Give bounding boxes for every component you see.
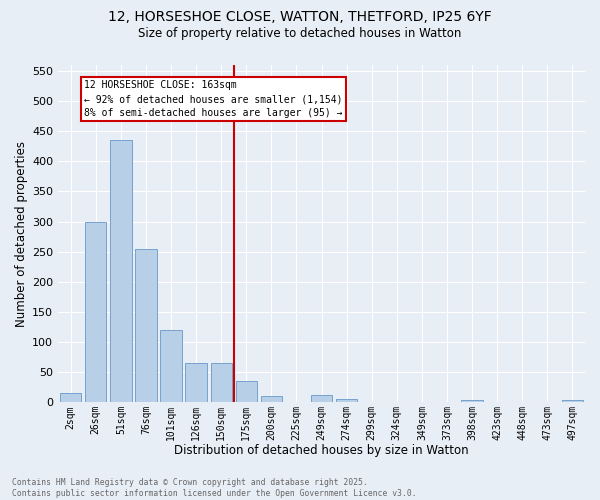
Bar: [311, 395, 332, 402]
Bar: [60, 394, 82, 402]
Bar: [336, 400, 358, 402]
X-axis label: Distribution of detached houses by size in Watton: Distribution of detached houses by size …: [174, 444, 469, 458]
Bar: [110, 140, 131, 402]
Bar: [160, 330, 182, 402]
Y-axis label: Number of detached properties: Number of detached properties: [15, 140, 28, 326]
Text: Size of property relative to detached houses in Watton: Size of property relative to detached ho…: [139, 28, 461, 40]
Bar: [211, 363, 232, 403]
Text: 12, HORSESHOE CLOSE, WATTON, THETFORD, IP25 6YF: 12, HORSESHOE CLOSE, WATTON, THETFORD, I…: [108, 10, 492, 24]
Bar: [135, 248, 157, 402]
Bar: [185, 363, 207, 403]
Text: 12 HORSESHOE CLOSE: 163sqm
← 92% of detached houses are smaller (1,154)
8% of se: 12 HORSESHOE CLOSE: 163sqm ← 92% of deta…: [85, 80, 343, 118]
Bar: [85, 222, 106, 402]
Bar: [562, 400, 583, 402]
Bar: [236, 381, 257, 402]
Text: Contains HM Land Registry data © Crown copyright and database right 2025.
Contai: Contains HM Land Registry data © Crown c…: [12, 478, 416, 498]
Bar: [461, 400, 483, 402]
Bar: [261, 396, 282, 402]
